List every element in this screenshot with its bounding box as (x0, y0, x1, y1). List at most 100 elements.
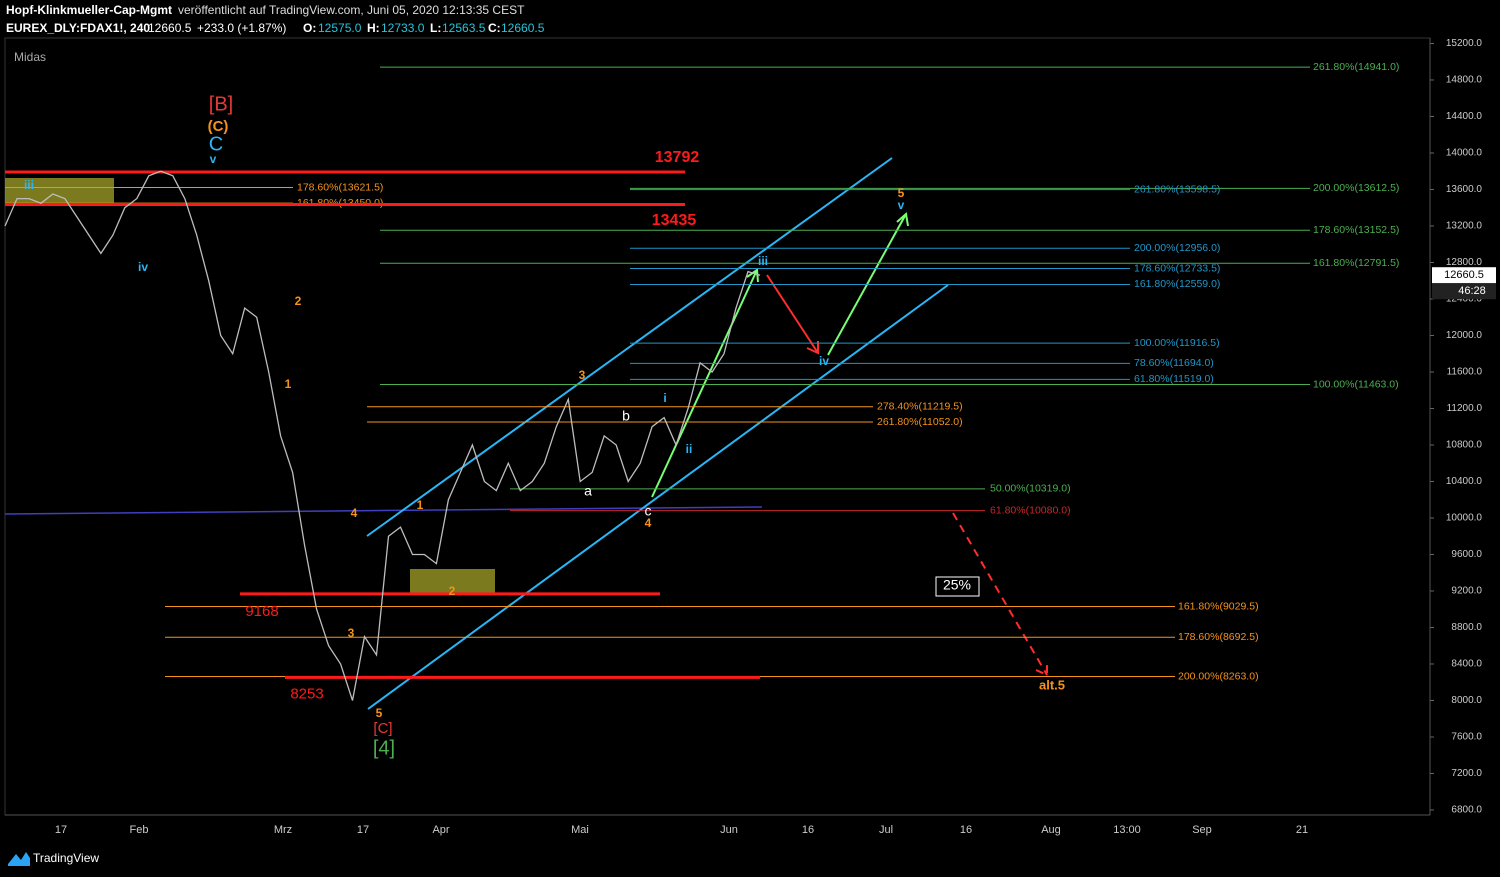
price-line (4, 170, 761, 701)
countdown: 46:28 (1458, 285, 1486, 297)
y-tick-label: 10800.0 (1446, 440, 1483, 451)
x-tick-label: 13:00 (1113, 824, 1141, 836)
wave-label: 25% (943, 577, 971, 593)
key-label: 8253 (290, 685, 323, 702)
fib-label: 100.00%(11916.5) (1134, 337, 1220, 349)
wave-label: a (584, 483, 592, 499)
price-tag-label: 12660.5 (1444, 269, 1484, 281)
fib-label: 200.00%(13612.5) (1313, 182, 1399, 194)
wave-label: v (210, 152, 217, 166)
wave-label: b (622, 408, 630, 424)
wave-label: 2 (449, 584, 456, 598)
y-tick-label: 15200.0 (1446, 38, 1483, 49)
wave-label: v (898, 198, 905, 212)
y-tick-label: 8800.0 (1451, 622, 1482, 633)
wave-label: 3 (348, 626, 355, 640)
fib-label: 61.80%(11519.0) (1134, 373, 1214, 385)
last: 12660.5 (148, 21, 192, 35)
wave-label: [C] (373, 720, 392, 737)
c-label: C: (488, 21, 501, 35)
x-tick-label: Apr (432, 824, 449, 836)
y-tick-label: 9600.0 (1451, 549, 1482, 560)
x-tick-label: Sep (1192, 824, 1212, 836)
key-label: 13435 (652, 212, 697, 229)
wave-label: 1 (417, 498, 424, 512)
wave-label: c (645, 503, 652, 519)
fib-label: 61.80%(10080.0) (990, 504, 1071, 516)
y-tick-label: 13600.0 (1446, 184, 1483, 195)
channel-lower (367, 284, 949, 710)
author: Hopf-Klinkmueller-Cap-Mgmt (6, 3, 172, 17)
symbol: EUREX_DLY:FDAX1!, 240 (6, 21, 150, 35)
arrow (651, 268, 759, 498)
open: 12575.0 (318, 21, 362, 35)
price-tag (1432, 267, 1496, 284)
wave-label: 1 (285, 377, 292, 391)
x-tick-label: 16 (960, 824, 972, 836)
zone-box (5, 178, 114, 205)
fib-label: 161.80%(13450.0) (297, 197, 383, 209)
o-label: O: (303, 21, 316, 35)
h-label: H: (367, 21, 380, 35)
high: 12733.0 (381, 21, 425, 35)
arrows (651, 212, 1048, 677)
y-tick-label: 14000.0 (1446, 148, 1483, 159)
wave-label: [4] (373, 737, 395, 759)
y-tick-label: 14400.0 (1446, 111, 1483, 122)
published: veröffentlicht auf TradingView.com, Juni… (178, 3, 525, 17)
y-tick-label: 11600.0 (1447, 367, 1483, 378)
key-label: 13792 (655, 149, 700, 166)
wave-label: alt.5 (1039, 677, 1065, 692)
arrow (766, 274, 819, 355)
fib-label: 100.00%(11463.0) (1313, 378, 1399, 390)
wave-label: 4 (351, 506, 358, 520)
x-tick-label: Jul (879, 824, 893, 836)
logo-icon (8, 852, 30, 866)
x-tick-label: 16 (802, 824, 814, 836)
y-tick-label: 12000.0 (1446, 330, 1483, 341)
wave-label: ii (686, 442, 693, 456)
x-tick-label: Feb (130, 824, 149, 836)
fib-label: 78.60%(11694.0) (1134, 357, 1214, 369)
wave-label: 4 (645, 516, 652, 530)
fib-label: 261.80%(11052.0) (877, 416, 963, 428)
x-tick-label: Aug (1041, 824, 1061, 836)
x-tick-label: 21 (1296, 824, 1308, 836)
logo (8, 852, 30, 866)
label-box (935, 576, 980, 597)
fib-label: 200.00%(12956.0) (1134, 242, 1220, 254)
fib-label: 200.00%(8263.0) (1178, 670, 1259, 682)
fib-label: 178.60%(13621.5) (297, 181, 383, 193)
y-tick-label: 13200.0 (1446, 221, 1483, 232)
y-tick-label: 8000.0 (1451, 695, 1482, 706)
wave-label: [B] (209, 93, 233, 115)
wave-label: i (663, 391, 666, 405)
x-tick-label: Mrz (274, 824, 292, 836)
wave-label: (C) (208, 118, 229, 135)
wave-label: iv (138, 260, 148, 274)
fib-label: 278.40%(11219.5) (877, 400, 963, 412)
key-label: 9168 (245, 603, 278, 620)
y-tick-label: 11200.0 (1447, 403, 1483, 414)
y-tick-label: 14800.0 (1446, 75, 1483, 86)
countdown-bg (1432, 283, 1496, 300)
wave-label: iv (819, 354, 829, 368)
wave-label: 3 (579, 368, 586, 382)
fib-label: 161.80%(12559.0) (1134, 278, 1220, 290)
footer-brand: TradingView (33, 851, 99, 865)
x-tick-label: Jun (720, 824, 738, 836)
fib-label: 50.00%(10319.0) (990, 483, 1071, 495)
fib-label: 161.80%(9029.5) (1178, 600, 1259, 612)
wave-label: iii (24, 178, 34, 192)
fib-label: 178.60%(13152.5) (1313, 224, 1399, 236)
low: 12563.5 (442, 21, 486, 35)
wave-label: iii (758, 254, 768, 268)
fib-label: 161.80%(12791.5) (1313, 257, 1399, 269)
y-tick-label: 7600.0 (1451, 732, 1482, 743)
fib-label: 261.80%(13598.5) (1134, 183, 1220, 195)
change: +233.0 (+1.87%) (197, 21, 286, 35)
wave-label: 2 (295, 294, 302, 308)
y-tick-label: 7200.0 (1451, 768, 1482, 779)
